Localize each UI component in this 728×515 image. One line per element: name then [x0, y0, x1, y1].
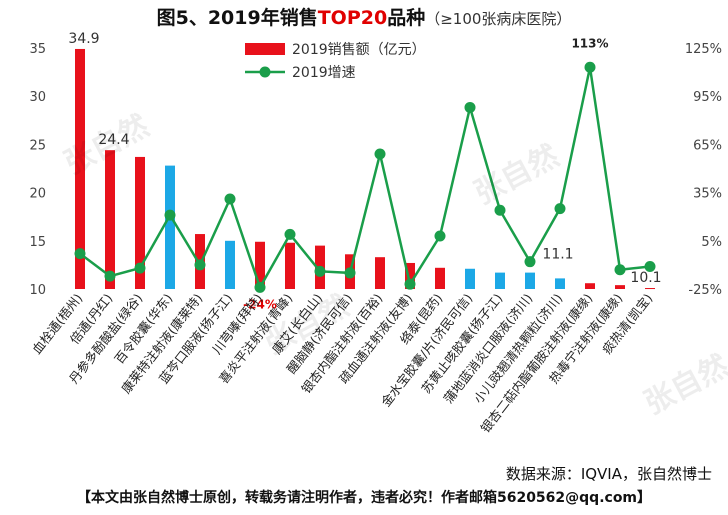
left-axis-tick: 30 — [29, 90, 46, 105]
growth-point — [434, 230, 446, 242]
left-axis-tick: 10 — [29, 283, 46, 298]
title-prefix: 图5、2019年销售 — [156, 7, 318, 29]
growth-point — [374, 148, 386, 160]
bar — [225, 240, 235, 289]
data-label: -24% — [243, 297, 277, 311]
growth-point — [464, 101, 476, 113]
growth-point — [404, 278, 416, 290]
bar — [285, 242, 295, 289]
data-label: 10.1 — [630, 270, 661, 286]
right-axis-tick: 35% — [693, 187, 722, 202]
growth-point — [254, 281, 266, 293]
bar — [645, 288, 655, 290]
bar — [75, 48, 85, 289]
bar — [435, 267, 445, 289]
legend-swatch-bar — [245, 43, 285, 55]
right-axis-tick: 5% — [701, 235, 722, 250]
growth-point — [134, 262, 146, 274]
left-axis-tick: 20 — [29, 187, 46, 202]
left-axis-tick: 35 — [29, 42, 46, 57]
bar — [375, 257, 385, 289]
growth-point — [644, 261, 656, 273]
title-subtitle: （≥100张病床医院） — [425, 10, 572, 28]
title-highlight: TOP20 — [317, 7, 388, 29]
data-label: 34.9 — [68, 31, 99, 47]
data-label: 11.1 — [542, 246, 573, 262]
legend-label: 2019销售额（亿元） — [292, 42, 426, 58]
right-axis-tick: -25% — [688, 283, 722, 298]
growth-line — [79, 67, 651, 291]
copyright-footer: 【本文由张自然博士原创，转载务请注明作者，违者必究！作者邮箱5620562@qq… — [76, 490, 652, 506]
bar — [405, 262, 415, 289]
growth-point — [284, 228, 296, 240]
growth-point — [524, 256, 536, 268]
bar — [585, 283, 595, 289]
growth-point — [164, 209, 176, 221]
bar — [135, 156, 145, 289]
legend-label: 2019增速 — [292, 65, 356, 81]
right-axis-tick: 95% — [693, 90, 722, 105]
data-label: 113% — [571, 36, 608, 50]
chart-title: 图5、2019年销售TOP20品种（≥100张病床医院） — [0, 3, 728, 30]
data-source: 数据来源：IQVIA，张自然博士 — [505, 465, 712, 483]
left-axis-tick: 15 — [29, 235, 46, 250]
bar — [165, 165, 175, 289]
bar — [495, 272, 505, 289]
bar — [255, 241, 265, 289]
bar — [525, 272, 535, 289]
right-axis-tick: 65% — [693, 138, 722, 153]
growth-point — [74, 248, 86, 260]
right-axis-tick: 125% — [685, 42, 722, 57]
growth-point — [614, 264, 626, 276]
growth-point — [224, 193, 236, 205]
growth-point — [554, 203, 566, 215]
data-label: 24.4 — [98, 132, 129, 148]
growth-point — [314, 265, 326, 277]
legend-swatch-point — [259, 66, 271, 78]
bar — [465, 268, 475, 289]
growth-point — [344, 267, 356, 279]
growth-point — [584, 61, 596, 73]
growth-point — [494, 204, 506, 216]
bar — [105, 150, 115, 289]
growth-point — [104, 270, 116, 282]
growth-point — [194, 259, 206, 271]
bar — [615, 285, 625, 289]
bar — [555, 278, 565, 289]
title-suffix: 品种 — [387, 7, 426, 29]
left-axis-tick: 25 — [29, 138, 46, 153]
chart-canvas: 10 15 20 25 30 35 -25% 5% 35% 65% 95% 125% 34.9 24.4 1… — [29, 31, 722, 436]
